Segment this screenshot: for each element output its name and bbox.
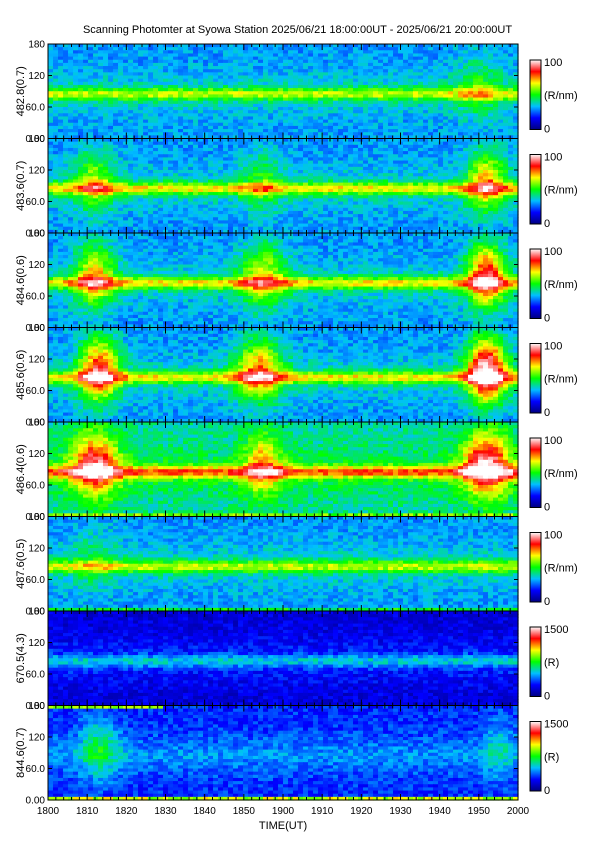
colorbar-unit-label: (R/nm)	[544, 468, 578, 480]
colorbar	[529, 248, 542, 319]
y-tick-label: 60.0	[26, 386, 46, 397]
y-tick-label: 0.00	[26, 229, 46, 240]
colorbar	[529, 532, 542, 603]
colorbar-max-label: 100	[544, 530, 562, 542]
y-tick-label: 0.00	[26, 512, 46, 523]
x-tick-label: 1940	[429, 806, 452, 817]
panel-8: 0.00 60.0 120 180 844.6(0.7) 1500 (R) 0	[15, 701, 568, 807]
y-tick-label: 180	[28, 40, 45, 51]
y-tick-label: 120	[28, 733, 45, 744]
colorbar-max-label: 100	[544, 152, 562, 164]
colorbar-min-label: 0	[544, 124, 550, 136]
x-tick-label: 1950	[468, 806, 491, 817]
x-tick-label: 1820	[115, 806, 138, 817]
panel-ylabel: 844.6(0.7)	[15, 728, 27, 778]
colorbar-unit-label: (R)	[544, 657, 559, 669]
y-tick-label: 180	[28, 701, 45, 712]
colorbar	[529, 721, 542, 792]
panel-ylabel: 485.6(0.6)	[15, 350, 27, 400]
colorbar-min-label: 0	[544, 218, 550, 230]
x-tick-label: 1840	[194, 806, 217, 817]
colorbar-unit-label: (R/nm)	[544, 279, 578, 291]
x-tick-label: 1930	[389, 806, 412, 817]
y-tick-label: 120	[28, 71, 45, 82]
x-tick-label: 1850	[233, 806, 256, 817]
colorbar-unit-label: (R/nm)	[544, 184, 578, 196]
colorbar	[529, 59, 542, 130]
x-tick-label: 1920	[350, 806, 373, 817]
chart-title: Scanning Photomter at Syowa Station 2025…	[0, 24, 595, 36]
panel-7: 0.00 60.0 120 180 670.5(4.3) 1500 (R) 0	[15, 607, 568, 713]
x-tick-label: 1800	[37, 806, 60, 817]
x-tick-label: 2000	[507, 806, 530, 817]
colorbar-min-label: 0	[544, 502, 550, 514]
x-tick-label: 1900	[272, 806, 295, 817]
colorbar	[529, 626, 542, 697]
x-tick-label: 1910	[311, 806, 334, 817]
y-tick-label: 0.00	[26, 323, 46, 334]
x-tick-label: 1810	[76, 806, 99, 817]
y-tick-label: 180	[28, 607, 45, 618]
y-tick-label: 0.00	[26, 796, 46, 807]
y-tick-label: 0.00	[26, 607, 46, 618]
colorbar-min-label: 0	[544, 313, 550, 325]
y-tick-label: 0.00	[26, 701, 46, 712]
y-tick-label: 60.0	[26, 764, 46, 775]
y-tick-label: 120	[28, 166, 45, 177]
colorbar	[529, 343, 542, 414]
panel-ylabel: 670.5(4.3)	[15, 633, 27, 683]
panel-ylabel: 482.8(0.7)	[15, 66, 27, 116]
colorbar	[529, 437, 542, 508]
y-tick-label: 180	[28, 134, 45, 145]
colorbar-max-label: 100	[544, 246, 562, 258]
colorbar-max-label: 1500	[544, 624, 568, 636]
colorbar-min-label: 0	[544, 407, 550, 419]
y-tick-label: 0.00	[26, 134, 46, 145]
colorbar-unit-label: (R/nm)	[544, 90, 578, 102]
panel-ylabel: 487.6(0.5)	[15, 539, 27, 589]
panel-ylabel: 484.6(0.6)	[15, 255, 27, 305]
y-tick-label: 0.00	[26, 418, 46, 429]
panel-5: 0.00 60.0 120 180 486.4(0.6) 100 (R/nm) 0	[15, 418, 578, 524]
panel-ylabel: 483.6(0.7)	[15, 161, 27, 211]
x-axis-label: TIME(UT)	[48, 820, 518, 832]
y-tick-label: 60.0	[26, 197, 46, 208]
y-tick-label: 60.0	[26, 575, 46, 586]
colorbar-unit-label: (R)	[544, 751, 559, 763]
panel-4: 0.00 60.0 120 180 485.6(0.6) 100 (R/nm) 0	[15, 323, 578, 429]
panel-3: 0.00 60.0 120 180 484.6(0.6) 100 (R/nm) 0	[15, 229, 578, 335]
colorbar-max-label: 1500	[544, 719, 568, 731]
y-tick-label: 120	[28, 638, 45, 649]
y-tick-label: 180	[28, 323, 45, 334]
y-tick-label: 180	[28, 512, 45, 523]
x-tick-label: 1830	[154, 806, 177, 817]
colorbar-max-label: 100	[544, 435, 562, 447]
y-tick-label: 120	[28, 260, 45, 271]
panel-6: 0.00 60.0 120 180 487.6(0.5) 100 (R/nm) 0	[15, 512, 578, 618]
y-tick-label: 60.0	[26, 103, 46, 114]
y-tick-label: 120	[28, 355, 45, 366]
y-tick-label: 120	[28, 449, 45, 460]
colorbar-min-label: 0	[544, 785, 550, 797]
y-tick-label: 60.0	[26, 670, 46, 681]
y-tick-label: 180	[28, 229, 45, 240]
panel-1: 0.00 60.0 120 180 482.8(0.7) 100 (R/nm) 0	[15, 40, 578, 146]
y-tick-label: 60.0	[26, 481, 46, 492]
y-tick-label: 60.0	[26, 292, 46, 303]
panel-2: 0.00 60.0 120 180 483.6(0.7) 100 (R/nm) 0	[15, 134, 578, 240]
colorbar-max-label: 100	[544, 341, 562, 353]
colorbar-unit-label: (R/nm)	[544, 373, 578, 385]
panel-ylabel: 486.4(0.6)	[15, 444, 27, 494]
y-tick-label: 120	[28, 544, 45, 555]
colorbar-max-label: 100	[544, 57, 562, 69]
y-tick-label: 180	[28, 418, 45, 429]
colorbar-min-label: 0	[544, 691, 550, 703]
colorbar-min-label: 0	[544, 596, 550, 608]
colorbar-unit-label: (R/nm)	[544, 562, 578, 574]
colorbar	[529, 154, 542, 225]
